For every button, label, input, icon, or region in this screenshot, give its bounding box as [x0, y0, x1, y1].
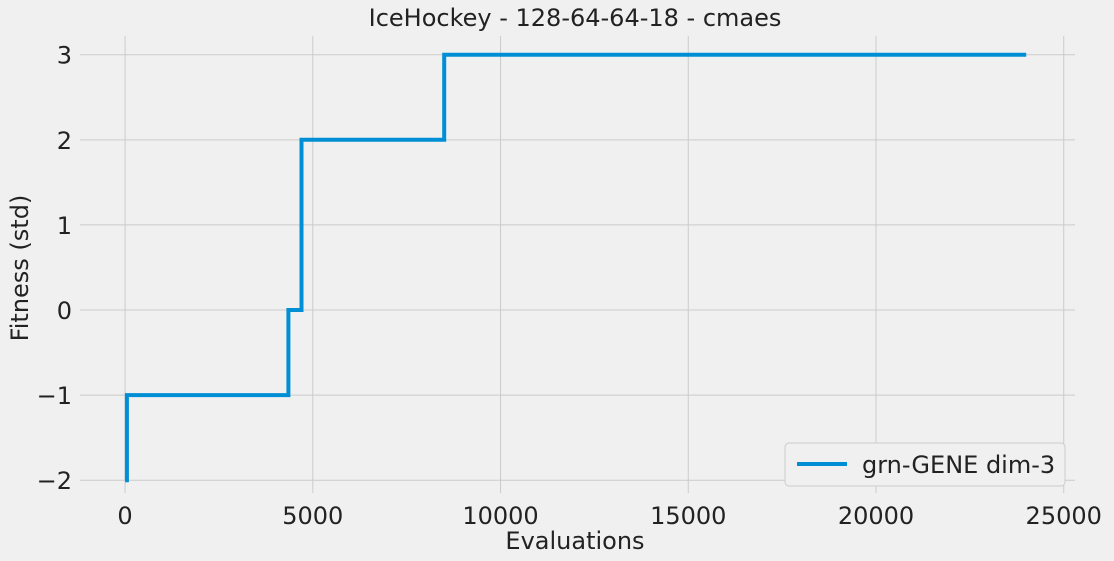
y-axis-label: Fitness (std): [6, 195, 34, 342]
x-tick-label: 5000: [282, 502, 343, 530]
chart-title: IceHockey - 128-64-64-18 - cmaes: [369, 4, 782, 32]
y-axis-ticks: −2 −1 0 1 2 3: [37, 42, 72, 496]
x-tick-label: 0: [117, 502, 132, 530]
x-tick-label: 10000: [462, 502, 538, 530]
y-tick-label: −1: [37, 382, 72, 410]
legend: grn-GENE dim-3: [784, 442, 1066, 487]
y-tick-label: 3: [57, 42, 72, 70]
x-tick-label: 15000: [650, 502, 726, 530]
x-axis-ticks: 0 5000 10000 15000 20000 25000: [117, 502, 1101, 530]
y-tick-label: 0: [57, 297, 72, 325]
plot-lines: [124, 52, 1027, 483]
grid: [80, 36, 1075, 493]
legend-label: grn-GENE dim-3: [862, 451, 1055, 479]
legend-box: [784, 442, 1066, 487]
y-tick-label: 2: [57, 127, 72, 155]
series-line: [124, 52, 1027, 483]
x-axis-label: Evaluations: [505, 527, 644, 555]
x-tick-label: 25000: [1026, 502, 1102, 530]
y-tick-label: 1: [57, 212, 72, 240]
y-tick-label: −2: [37, 467, 72, 495]
x-tick-label: 20000: [838, 502, 914, 530]
